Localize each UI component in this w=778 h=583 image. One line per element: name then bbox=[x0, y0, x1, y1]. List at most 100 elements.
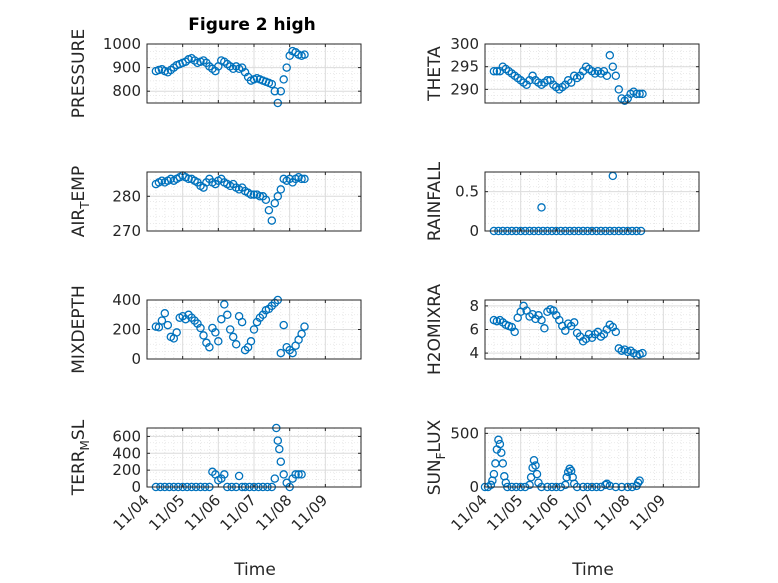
terr-msl-data-point bbox=[220, 470, 229, 479]
terr-msl-xlabel: Time bbox=[233, 560, 276, 580]
pressure-data-point bbox=[300, 50, 309, 59]
h2omixra-markers bbox=[489, 301, 647, 360]
mixdepth-data-point bbox=[214, 337, 223, 346]
theta-data-point bbox=[489, 66, 499, 76]
air-temp-data-point bbox=[270, 198, 280, 208]
rainfall-y-ticks: 00.5 bbox=[455, 172, 700, 240]
terr-msl-ylabel-rest: SL bbox=[69, 419, 89, 440]
figure-title: Figure 2 high bbox=[188, 15, 316, 35]
mixdepth-ylabel: MIXDEPTH bbox=[69, 285, 89, 374]
air-temp-data-point bbox=[184, 174, 193, 184]
mixdepth-data-point bbox=[231, 340, 241, 349]
theta-data-point bbox=[638, 89, 647, 99]
theta-data-point bbox=[608, 62, 618, 71]
mixdepth-data-point bbox=[199, 331, 208, 340]
air-temp-y-tick-label: 270 bbox=[112, 222, 141, 240]
pressure-y-ticks: 800 900 1000 bbox=[103, 35, 362, 103]
sun-flux-data-point bbox=[601, 480, 610, 490]
mixdepth-data-point bbox=[154, 323, 164, 332]
mixdepth-data-point bbox=[249, 325, 259, 334]
h2omixra-data-point bbox=[510, 327, 519, 337]
theta-data-point bbox=[602, 71, 612, 81]
pressure-y-tick-label: 800 bbox=[112, 82, 141, 100]
theta-data-point bbox=[566, 78, 576, 87]
theta-y-tick-label: 295 bbox=[450, 58, 479, 76]
sun-flux-data-point bbox=[486, 480, 496, 490]
air-temp-data-point bbox=[273, 192, 283, 201]
pressure-data-point bbox=[270, 86, 280, 96]
theta-y-tick-label: 300 bbox=[450, 35, 479, 53]
sun-flux-data-point bbox=[498, 459, 508, 468]
terr-msl-data-point bbox=[275, 444, 284, 454]
mixdepth-data-point bbox=[196, 323, 205, 333]
air-temp-data-point bbox=[246, 190, 256, 199]
mixdepth-data-point bbox=[300, 322, 309, 331]
pressure-data-point bbox=[267, 79, 277, 89]
h2omixra-y-ticks: 4 6 8 bbox=[469, 297, 700, 362]
theta-data-point bbox=[614, 85, 624, 94]
pressure-data-point bbox=[276, 86, 286, 96]
h2omixra-data-point bbox=[537, 315, 546, 325]
sun-flux-data-point bbox=[501, 478, 511, 487]
theta-markers bbox=[489, 51, 647, 105]
mixdepth-data-point bbox=[297, 329, 306, 339]
sun-flux-data-point bbox=[562, 473, 571, 482]
air-temp-ylabel-subscript: T bbox=[78, 201, 92, 210]
theta-ylabel: THETA bbox=[425, 46, 445, 102]
theta-y-tick-label: 290 bbox=[450, 80, 479, 98]
terr-msl-y-tick-label: 400 bbox=[112, 444, 141, 462]
mixdepth-data-point bbox=[220, 300, 229, 309]
sun-flux-y-ticks: 0 500 bbox=[450, 424, 700, 496]
sun-flux-data-point bbox=[494, 435, 503, 445]
terr-msl-data-point bbox=[276, 457, 286, 466]
air-temp-data-point bbox=[297, 174, 306, 184]
terr-msl-data-point bbox=[294, 470, 303, 479]
rainfall-panel: 00.5 RAINFALL bbox=[425, 161, 700, 241]
mixdepth-y-tick-label: 400 bbox=[112, 291, 141, 309]
sun-flux-data-point bbox=[497, 448, 506, 457]
air-temp-markers bbox=[151, 171, 309, 225]
pressure-ylabel: PRESSURE bbox=[69, 29, 89, 118]
mixdepth-data-point bbox=[228, 332, 238, 342]
sun-flux-ylabel-rest: LUX bbox=[425, 419, 445, 452]
mixdepth-data-point bbox=[223, 310, 232, 320]
sun-flux-data-point bbox=[633, 478, 643, 487]
air-temp-data-point bbox=[249, 190, 259, 199]
mixdepth-data-point bbox=[237, 317, 247, 327]
mixdepth-data-point bbox=[225, 325, 235, 334]
rainfall-y-tick-label: 0 bbox=[469, 222, 479, 240]
mixdepth-data-point bbox=[217, 314, 226, 324]
mixdepth-markers bbox=[151, 295, 309, 358]
terr-msl-data-point bbox=[297, 470, 306, 479]
terr-msl-grid bbox=[146, 427, 362, 488]
terr-msl-ylabel: TERRMSL bbox=[69, 419, 92, 496]
air-temp-ylabel-main: AIR bbox=[69, 209, 89, 238]
sun-flux-data-point bbox=[565, 464, 574, 474]
air-temp-data-point bbox=[276, 185, 286, 194]
theta-panel: 290 295 300 THETA bbox=[425, 35, 700, 105]
air-temp-y-ticks: 270 280 bbox=[112, 172, 362, 240]
air-temp-data-point bbox=[264, 205, 274, 215]
h2omixra-data-point bbox=[611, 327, 621, 337]
pressure-data-point bbox=[279, 75, 288, 84]
theta-data-point bbox=[605, 51, 615, 60]
sun-flux-data-point bbox=[529, 455, 539, 465]
sun-flux-data-point bbox=[532, 469, 542, 479]
sun-flux-data-point bbox=[635, 476, 644, 485]
air-temp-panel: 270 280 AIRTEMP bbox=[69, 166, 362, 240]
air-temp-ylabel: AIRTEMP bbox=[69, 166, 92, 237]
mixdepth-y-ticks: 0 200 400 bbox=[112, 291, 362, 368]
theta-data-point bbox=[543, 76, 552, 85]
mixdepth-data-point bbox=[288, 348, 297, 358]
theta-data-point bbox=[492, 66, 502, 76]
pressure-markers bbox=[151, 46, 309, 108]
sun-flux-data-point bbox=[605, 481, 615, 491]
terr-msl-y-tick-label: 0 bbox=[131, 478, 141, 496]
mixdepth-data-point bbox=[279, 320, 288, 330]
mixdepth-data-point bbox=[211, 328, 220, 337]
mixdepth-data-point bbox=[276, 348, 286, 358]
terr-msl-data-point bbox=[270, 474, 280, 483]
rainfall-data-point bbox=[537, 203, 546, 212]
